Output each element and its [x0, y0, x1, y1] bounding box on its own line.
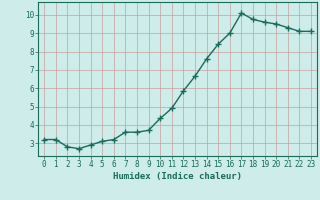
X-axis label: Humidex (Indice chaleur): Humidex (Indice chaleur): [113, 172, 242, 181]
